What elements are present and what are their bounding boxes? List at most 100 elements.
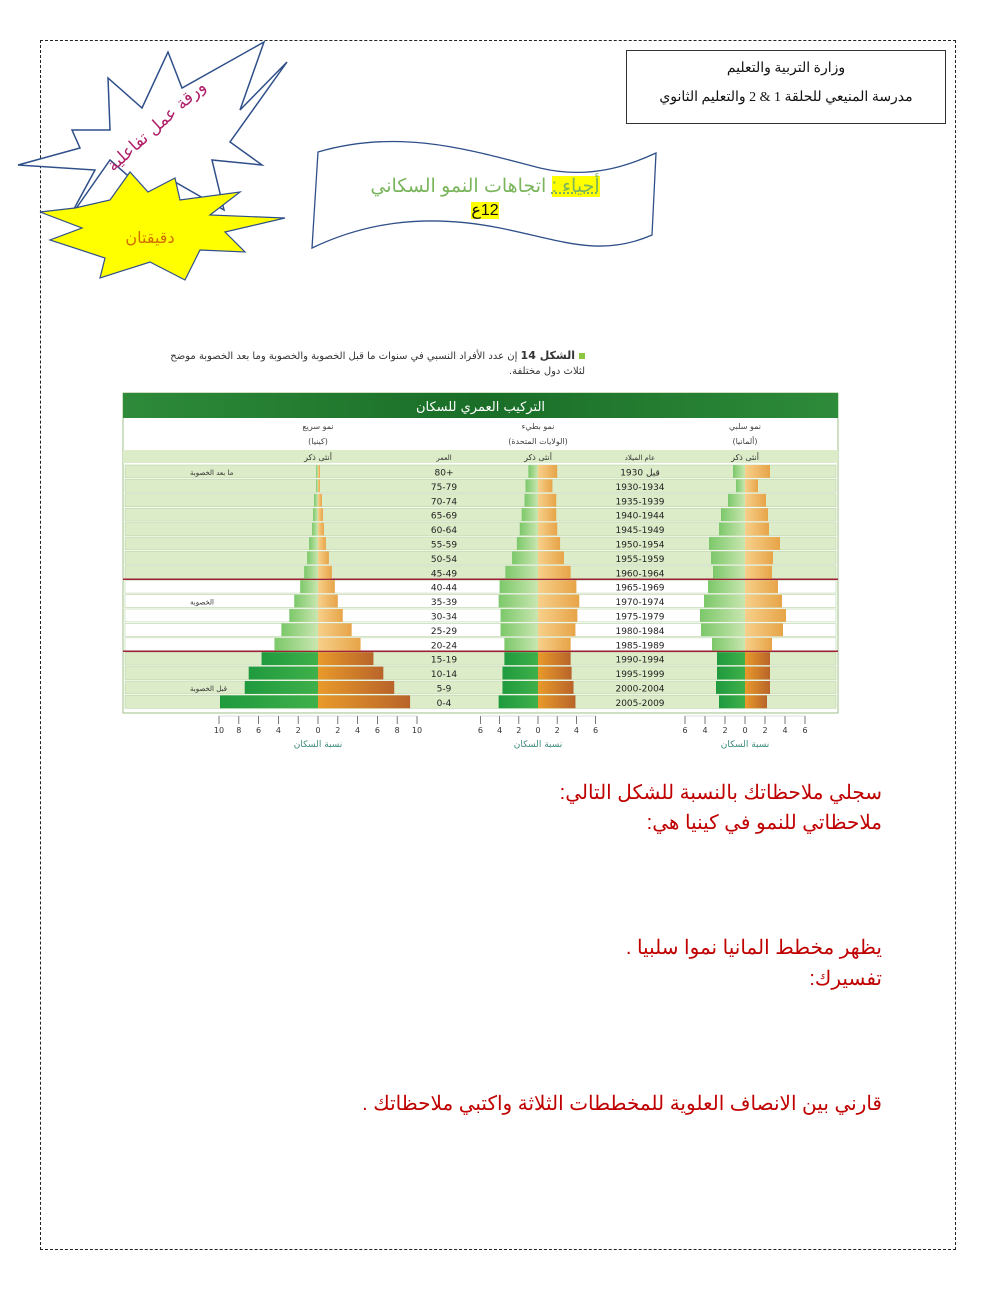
birth-year-label: 1930-1934: [615, 483, 664, 493]
female-bar: [538, 479, 553, 493]
female-bar: [318, 565, 332, 579]
age-label: 45-49: [431, 569, 457, 579]
grade-label: 12ع: [471, 202, 499, 219]
male-bar: [525, 479, 538, 493]
age-header: العمر: [435, 454, 451, 462]
birth-year-label: 1975-1979: [615, 613, 664, 623]
female-bar: [538, 465, 558, 478]
age-label: 20-24: [431, 641, 457, 651]
time-starburst: [39, 171, 286, 281]
female-bar: [538, 508, 557, 522]
birth-year-label: 1995-1999: [615, 670, 664, 680]
male-bar: [717, 666, 745, 680]
question-2: ملاحظاتي للنمو في كينيا هي:: [646, 812, 882, 834]
female-bar: [318, 522, 324, 536]
axis-tick-label: 10: [214, 726, 224, 735]
axis-tick-label: 6: [375, 726, 380, 735]
male-bar: [498, 594, 538, 608]
decorations: ورقة عمل تفاعلية دقيقتان: [17, 40, 657, 281]
female-bar: [538, 522, 558, 536]
axis-tick-label: 4: [782, 726, 787, 735]
male-bar: [312, 522, 318, 536]
school-name: مدرسة المنيعي للحلقة 1 & 2 والتعليم الثا…: [659, 90, 913, 105]
pyramid-country: (كينيا): [308, 437, 328, 446]
female-bar: [318, 479, 320, 493]
question-compare: قارني بين الانصاف العلوية للمخططات الثلا…: [362, 1093, 882, 1115]
female-bar: [745, 623, 783, 637]
title-banner: [311, 140, 657, 250]
male-bar: [500, 609, 538, 622]
male-bar: [244, 681, 318, 694]
male-bar: [219, 695, 318, 709]
female-bar: [538, 652, 571, 666]
birth-year-label: 1950-1954: [615, 541, 664, 551]
female-bar: [538, 609, 578, 622]
male-bar: [289, 609, 318, 622]
axis-tick-label: 2: [762, 726, 767, 735]
pyramid-title: نمو سريع: [302, 422, 333, 431]
age-label: 70-74: [431, 497, 457, 507]
page-border: [40, 40, 956, 1250]
female-bar: [745, 537, 780, 550]
female-bar: [745, 493, 766, 507]
birth-year-label: 1945-1949: [615, 526, 664, 536]
birth-year-header: عام الميلاد: [625, 454, 655, 462]
question-1: سجلي ملاحظاتك بالنسبة للشكل التالي:: [559, 782, 882, 804]
stage-label: ما بعد الخصوبة: [190, 469, 234, 477]
male-bar: [701, 623, 745, 637]
axis-tick-label: 0: [742, 726, 747, 735]
female-bar: [538, 551, 564, 565]
axis-tick-label: 2: [296, 726, 301, 735]
female-bar: [538, 681, 574, 694]
male-bar: [713, 565, 745, 579]
male-bar: [261, 652, 318, 666]
male-bar: [499, 580, 538, 594]
female-bar: [745, 652, 770, 666]
axis-tick-label: 2: [555, 726, 560, 735]
axis-tick-label: 8: [236, 726, 241, 735]
female-bar: [745, 465, 770, 478]
male-bar: [736, 479, 745, 493]
age-structure-chart: التركيب العمري للسكان نمو سريع (كينيا) أنثى…: [122, 392, 839, 750]
age-label: 55-59: [431, 541, 457, 551]
male-bar: [709, 537, 745, 550]
school-header-box: وزارة التربية والتعليم مدرسة المنيعي للح…: [626, 50, 946, 124]
topic-title: أحياء : اتجاهات النمو السكاني 12ع: [330, 175, 640, 220]
caption-text: إن عدد الأفراد النسبي في سنوات ما قبل ال…: [170, 351, 585, 377]
age-row-band: [124, 522, 837, 536]
female-bar: [318, 623, 352, 637]
age-label: 30-34: [431, 613, 457, 623]
female-bar: [318, 695, 411, 709]
male-bar: [704, 594, 745, 608]
female-bar: [318, 637, 361, 651]
female-bar: [538, 565, 571, 579]
axis-tick-label: 2: [516, 726, 521, 735]
male-bar: [711, 551, 745, 565]
female-bar: [538, 695, 576, 709]
female-bar: [318, 551, 329, 565]
female-bar: [318, 609, 343, 622]
male-bar: [316, 479, 318, 493]
male-bar: [294, 594, 318, 608]
male-bar: [717, 652, 745, 666]
age-row-band: [124, 464, 837, 479]
female-bar: [745, 637, 772, 651]
male-bar: [521, 508, 538, 522]
stage-label: قبل الخصوبة: [190, 685, 227, 693]
birth-year-label: 1985-1989: [615, 641, 664, 651]
axis-tick-label: 0: [535, 726, 540, 735]
birth-year-label: 1940-1944: [615, 512, 664, 522]
male-bar: [708, 580, 745, 594]
question-explain: تفسيرك:: [809, 968, 882, 990]
axis-tick-label: 2: [722, 726, 727, 735]
age-label: 65-69: [431, 512, 457, 522]
female-bar: [538, 637, 571, 651]
x-axis-label: نسبة السكان: [294, 740, 343, 750]
age-label: 80+: [435, 469, 454, 479]
chart-title: التركيب العمري للسكان: [416, 400, 545, 415]
age-row-band: [124, 507, 837, 522]
female-bar: [745, 580, 778, 594]
birth-year-label: 1960-1964: [615, 569, 664, 579]
male-bar: [498, 695, 538, 709]
axis-tick-label: 0: [315, 726, 320, 735]
